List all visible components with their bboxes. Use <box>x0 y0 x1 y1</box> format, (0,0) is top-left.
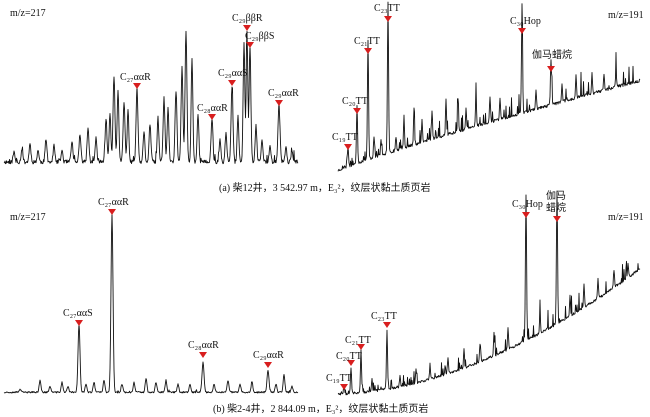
peak-label: C₃₀Hop <box>512 199 543 210</box>
panel-b-191-mz-label: m/z=191 <box>608 212 644 223</box>
peak-label: C₂₁TT <box>345 335 371 346</box>
peak-marker-b217-c28aar: C₂₈ααR <box>188 340 219 358</box>
peak-label: C₂₈ααR <box>197 103 228 114</box>
peak-label: C₂₀TT <box>342 96 368 107</box>
peak-marker-b217-c29aar: C₂₉ααR <box>253 350 284 368</box>
panel-a-217-mz-label: m/z=217 <box>10 8 46 19</box>
peak-label: C₂₈ααR <box>188 340 219 351</box>
peak-label: C₂₃TT <box>371 311 397 322</box>
peak-label: C₂₇ααS <box>63 308 93 319</box>
peak-marker-b217-c27aar: C₂₇ααR <box>98 197 129 215</box>
peak-marker-b191-c23tt: C₂₃TT <box>371 311 397 328</box>
peak-marker-a217-c29aar: C₂₉ααR <box>268 88 299 106</box>
peak-marker-b191-c21tt: C₂₁TT <box>345 335 371 350</box>
peak-marker-b191-c19tt: C₁₉TT <box>326 373 352 390</box>
peak-label: C₂₀TT <box>336 351 362 362</box>
peak-marker-a191-c20tt: C₂₀TT <box>342 96 368 114</box>
peak-marker-a191-c21tt: C₂₁TT <box>354 36 380 54</box>
peak-label: C₃₀Hop <box>510 16 541 27</box>
peak-label: C₂₉ααR <box>268 88 299 99</box>
caption-a: (a) 柴12井，3 542.97 m，E₃²，纹层状黏土质页岩 <box>219 181 430 194</box>
peak-label-line1: 伽马 <box>546 189 566 202</box>
peak-marker-b191-c30hop: C₃₀Hop <box>512 199 543 218</box>
peak-marker-a217-c27aar: C₂₇ααR <box>120 72 151 89</box>
peak-marker-a217-c29aas: C₂₉ααS <box>218 68 248 86</box>
peak-marker-b191-c20tt: C₂₀TT <box>336 351 362 366</box>
peak-marker-a191-c30hop: C₃₀Hop <box>510 16 541 34</box>
peak-label: C₂₉ββS <box>245 31 274 42</box>
peak-label: C₁₉TT <box>326 373 352 384</box>
trace-b-m191 <box>337 190 641 396</box>
peak-label: C₂₉ββR <box>232 13 263 24</box>
peak-label: C₂₇ααR <box>120 72 151 83</box>
peak-label: C₂₉ααR <box>253 350 284 361</box>
trace-a-m217 <box>3 30 299 165</box>
peak-label: C₂₁TT <box>354 36 380 47</box>
caption-b: (b) 柴2-4井，2 844.09 m，E₃²，纹层状黏土质页岩 <box>213 402 428 415</box>
peak-marker-b217-c27aas: C₂₇ααS <box>63 308 93 326</box>
peak-marker-a191-gammacerane: 伽马蜡烷 <box>532 48 572 72</box>
peak-label: 伽马蜡烷 <box>532 48 572 61</box>
peak-label: C₂₉ααS <box>218 68 248 79</box>
peak-marker-a217-c29bbs: C₂₉ββS <box>245 31 274 48</box>
peak-label: C₁₉TT <box>332 132 358 143</box>
peak-label-line2: 蜡烷 <box>546 201 566 214</box>
peak-label: C₂₇ααR <box>98 197 129 208</box>
peak-label: C₂₃TT <box>374 3 400 14</box>
peak-marker-b191-gammacerane: 伽马 蜡烷 <box>546 189 566 222</box>
panel-a-191-mz-label: m/z=191 <box>608 10 644 21</box>
peak-marker-a217-c28aar: C₂₈ααR <box>197 103 228 120</box>
peak-marker-a217-c29bbr: C₂₉ββR <box>232 13 263 31</box>
peak-marker-a191-c19tt: C₁₉TT <box>332 132 358 150</box>
trace-a-m191 <box>337 1 641 172</box>
panel-b-217-mz-label: m/z=217 <box>10 212 46 223</box>
peak-marker-a191-c23tt: C₂₃TT <box>374 3 400 22</box>
trace-b-m217 <box>3 213 299 394</box>
